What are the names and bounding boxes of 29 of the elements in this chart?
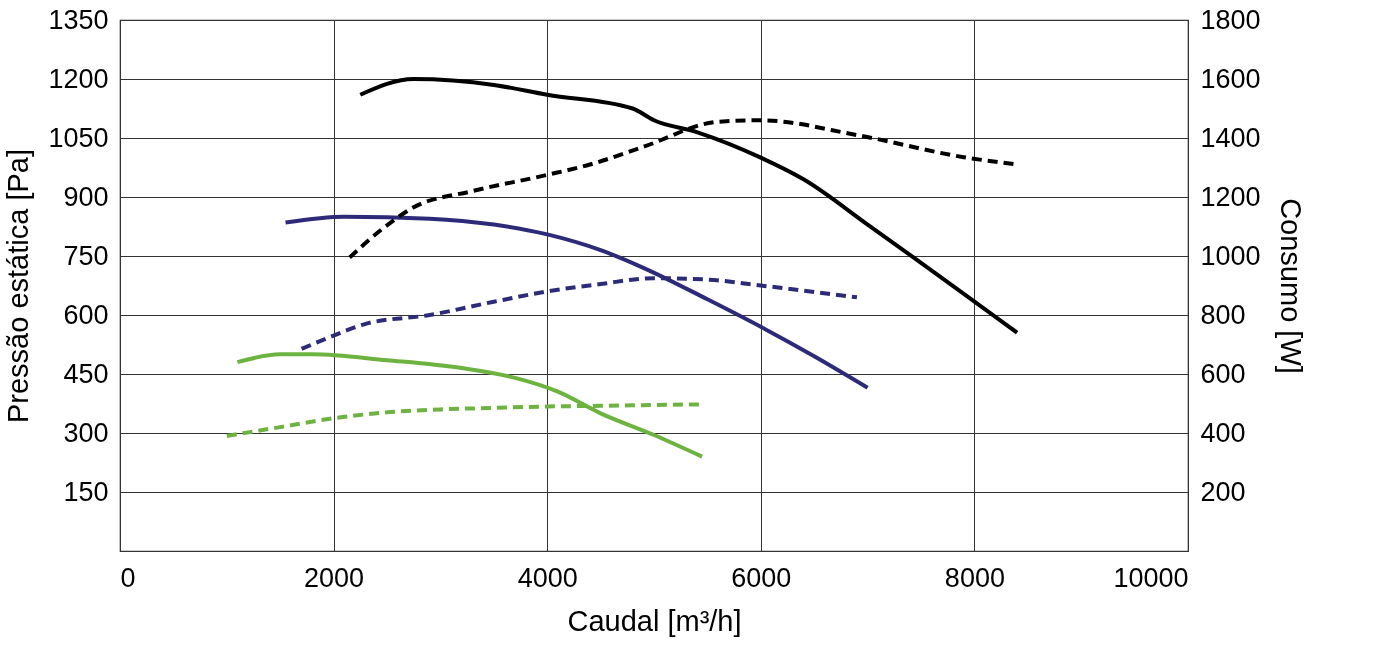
y2-tick-label: 1200 bbox=[1200, 181, 1261, 212]
y2-axis-title: Consumo [W] bbox=[1274, 198, 1307, 374]
y-tick-label: 300 bbox=[63, 417, 109, 448]
x-tick-label: 2000 bbox=[304, 562, 365, 593]
y-tick-label: 600 bbox=[63, 299, 109, 330]
y2-tick-label: 1800 bbox=[1200, 4, 1261, 35]
line-series bbox=[283, 214, 870, 390]
y2-tick-label: 200 bbox=[1200, 476, 1246, 507]
y2-tick-label: 600 bbox=[1200, 358, 1246, 389]
y-axis-title: Pressão estática [Pa] bbox=[2, 148, 35, 424]
x-tick-label: 0 bbox=[120, 562, 136, 593]
y2-tick-label: 400 bbox=[1200, 417, 1246, 448]
y2-tick-label: 1000 bbox=[1200, 240, 1261, 271]
y-tick-label: 1350 bbox=[48, 4, 109, 35]
y-tick-label: 150 bbox=[63, 476, 109, 507]
x-axis-title: Caudal [m³/h] bbox=[567, 604, 742, 637]
x-tick-label: 8000 bbox=[944, 562, 1005, 593]
x-tick-label: 4000 bbox=[517, 562, 578, 593]
line-series bbox=[299, 276, 859, 351]
x-tick-label: 10000 bbox=[1113, 562, 1189, 593]
y2-tick-label: 1600 bbox=[1200, 63, 1261, 94]
x-tick-label: 6000 bbox=[731, 562, 792, 593]
y2-tick-label: 800 bbox=[1200, 299, 1246, 330]
y-tick-label: 1050 bbox=[48, 122, 109, 153]
y2-tick-label: 1400 bbox=[1200, 122, 1261, 153]
y-tick-label: 750 bbox=[63, 240, 109, 271]
y-tick-label: 900 bbox=[63, 181, 109, 212]
y-tick-label: 1200 bbox=[48, 63, 109, 94]
y-tick-label: 450 bbox=[63, 358, 109, 389]
